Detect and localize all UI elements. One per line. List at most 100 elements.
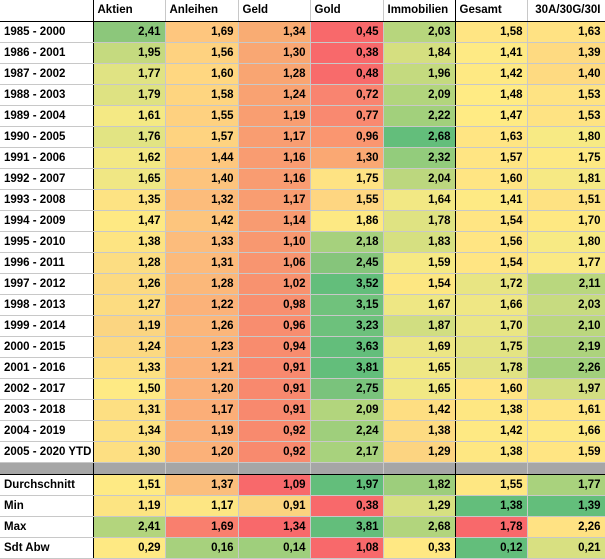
value-cell[interactable]: 1,24 xyxy=(93,336,166,358)
value-cell[interactable]: 1,34 xyxy=(238,516,311,538)
value-cell[interactable]: 3,81 xyxy=(310,516,384,538)
value-cell[interactable]: 1,57 xyxy=(455,147,528,169)
value-cell[interactable]: 1,65 xyxy=(383,357,456,379)
value-cell[interactable]: 1,87 xyxy=(383,315,456,337)
value-cell[interactable]: 1,76 xyxy=(93,126,166,148)
value-cell[interactable]: 1,58 xyxy=(455,21,528,43)
value-cell[interactable]: 0,98 xyxy=(238,294,311,316)
value-cell[interactable]: 0,91 xyxy=(238,357,311,379)
period-label[interactable]: 1996 - 2011 xyxy=(0,252,94,274)
value-cell[interactable]: 1,83 xyxy=(383,231,456,253)
value-cell[interactable]: 1,57 xyxy=(165,126,239,148)
period-label[interactable]: 1986 - 2001 xyxy=(0,42,94,64)
value-cell[interactable]: 1,28 xyxy=(238,63,311,85)
value-cell[interactable]: 0,91 xyxy=(238,399,311,421)
value-cell[interactable]: 1,41 xyxy=(455,42,528,64)
value-cell[interactable]: 1,54 xyxy=(383,273,456,295)
value-cell[interactable]: 1,20 xyxy=(165,441,239,463)
value-cell[interactable]: 1,97 xyxy=(527,378,605,400)
value-cell[interactable]: 1,77 xyxy=(527,252,605,274)
value-cell[interactable]: 1,75 xyxy=(455,336,528,358)
value-cell[interactable]: 1,29 xyxy=(383,495,456,517)
value-cell[interactable]: 1,17 xyxy=(238,189,311,211)
value-cell[interactable]: 1,80 xyxy=(527,231,605,253)
value-cell[interactable]: 0,12 xyxy=(455,537,528,559)
value-cell[interactable]: 3,15 xyxy=(310,294,384,316)
value-cell[interactable]: 1,16 xyxy=(238,168,311,190)
header-30a30g30i[interactable]: 30A/30G/30I xyxy=(527,0,605,22)
value-cell[interactable]: 2,68 xyxy=(383,516,456,538)
header-period[interactable] xyxy=(0,0,94,22)
header-gold[interactable]: Gold xyxy=(310,0,384,22)
value-cell[interactable]: 1,42 xyxy=(383,399,456,421)
period-label[interactable]: 1988 - 2003 xyxy=(0,84,94,106)
value-cell[interactable]: 0,94 xyxy=(238,336,311,358)
value-cell[interactable]: 0,96 xyxy=(310,126,384,148)
value-cell[interactable]: 1,80 xyxy=(527,126,605,148)
value-cell[interactable]: 1,56 xyxy=(165,42,239,64)
value-cell[interactable]: 1,19 xyxy=(93,495,166,517)
value-cell[interactable]: 0,77 xyxy=(310,105,384,127)
value-cell[interactable]: 1,63 xyxy=(455,126,528,148)
value-cell[interactable]: 1,50 xyxy=(93,378,166,400)
value-cell[interactable]: 1,38 xyxy=(455,399,528,421)
value-cell[interactable]: 0,91 xyxy=(238,378,311,400)
value-cell[interactable]: 0,38 xyxy=(310,495,384,517)
period-label[interactable]: 1985 - 2000 xyxy=(0,21,94,43)
value-cell[interactable]: 2,17 xyxy=(310,441,384,463)
value-cell[interactable]: 1,67 xyxy=(383,294,456,316)
header-aktien[interactable]: Aktien xyxy=(93,0,166,22)
value-cell[interactable]: 1,06 xyxy=(238,252,311,274)
value-cell[interactable]: 1,70 xyxy=(455,315,528,337)
value-cell[interactable]: 1,42 xyxy=(455,420,528,442)
value-cell[interactable]: 2,26 xyxy=(527,516,605,538)
value-cell[interactable]: 1,35 xyxy=(93,189,166,211)
value-cell[interactable]: 1,75 xyxy=(527,147,605,169)
period-label[interactable]: 1995 - 2010 xyxy=(0,231,94,253)
value-cell[interactable]: 0,21 xyxy=(527,537,605,559)
value-cell[interactable]: 1,42 xyxy=(165,210,239,232)
value-cell[interactable]: 1,82 xyxy=(383,474,456,496)
value-cell[interactable]: 1,64 xyxy=(383,189,456,211)
value-cell[interactable]: 1,61 xyxy=(527,399,605,421)
value-cell[interactable]: 1,55 xyxy=(310,189,384,211)
value-cell[interactable]: 2,45 xyxy=(310,252,384,274)
value-cell[interactable]: 2,11 xyxy=(527,273,605,295)
value-cell[interactable]: 1,97 xyxy=(310,474,384,496)
value-cell[interactable]: 1,47 xyxy=(93,210,166,232)
value-cell[interactable]: 0,33 xyxy=(383,537,456,559)
value-cell[interactable]: 0,72 xyxy=(310,84,384,106)
value-cell[interactable]: 1,78 xyxy=(455,357,528,379)
value-cell[interactable]: 1,28 xyxy=(165,273,239,295)
value-cell[interactable]: 1,40 xyxy=(165,168,239,190)
value-cell[interactable]: 1,54 xyxy=(455,252,528,274)
value-cell[interactable]: 1,48 xyxy=(455,84,528,106)
value-cell[interactable]: 1,54 xyxy=(455,210,528,232)
value-cell[interactable]: 1,77 xyxy=(93,63,166,85)
value-cell[interactable]: 1,26 xyxy=(165,315,239,337)
value-cell[interactable]: 2,04 xyxy=(383,168,456,190)
header-anleihen[interactable]: Anleihen xyxy=(165,0,239,22)
value-cell[interactable]: 1,86 xyxy=(310,210,384,232)
header-geld[interactable]: Geld xyxy=(238,0,311,22)
value-cell[interactable]: 1,69 xyxy=(165,21,239,43)
period-label[interactable]: 2005 - 2020 YTD xyxy=(0,441,94,463)
value-cell[interactable]: 1,30 xyxy=(310,147,384,169)
value-cell[interactable]: 0,38 xyxy=(310,42,384,64)
value-cell[interactable]: 1,44 xyxy=(165,147,239,169)
period-label[interactable]: 2001 - 2016 xyxy=(0,357,94,379)
value-cell[interactable]: 1,53 xyxy=(527,105,605,127)
value-cell[interactable]: 1,41 xyxy=(455,189,528,211)
value-cell[interactable]: 1,78 xyxy=(455,516,528,538)
value-cell[interactable]: 1,84 xyxy=(383,42,456,64)
stat-label[interactable]: Max xyxy=(0,516,94,538)
period-label[interactable]: 1987 - 2002 xyxy=(0,63,94,85)
value-cell[interactable]: 1,31 xyxy=(165,252,239,274)
value-cell[interactable]: 0,14 xyxy=(238,537,311,559)
value-cell[interactable]: 1,51 xyxy=(527,189,605,211)
period-label[interactable]: 1994 - 2009 xyxy=(0,210,94,232)
period-label[interactable]: 2002 - 2017 xyxy=(0,378,94,400)
value-cell[interactable]: 1,78 xyxy=(383,210,456,232)
value-cell[interactable]: 1,61 xyxy=(93,105,166,127)
value-cell[interactable]: 1,53 xyxy=(527,84,605,106)
